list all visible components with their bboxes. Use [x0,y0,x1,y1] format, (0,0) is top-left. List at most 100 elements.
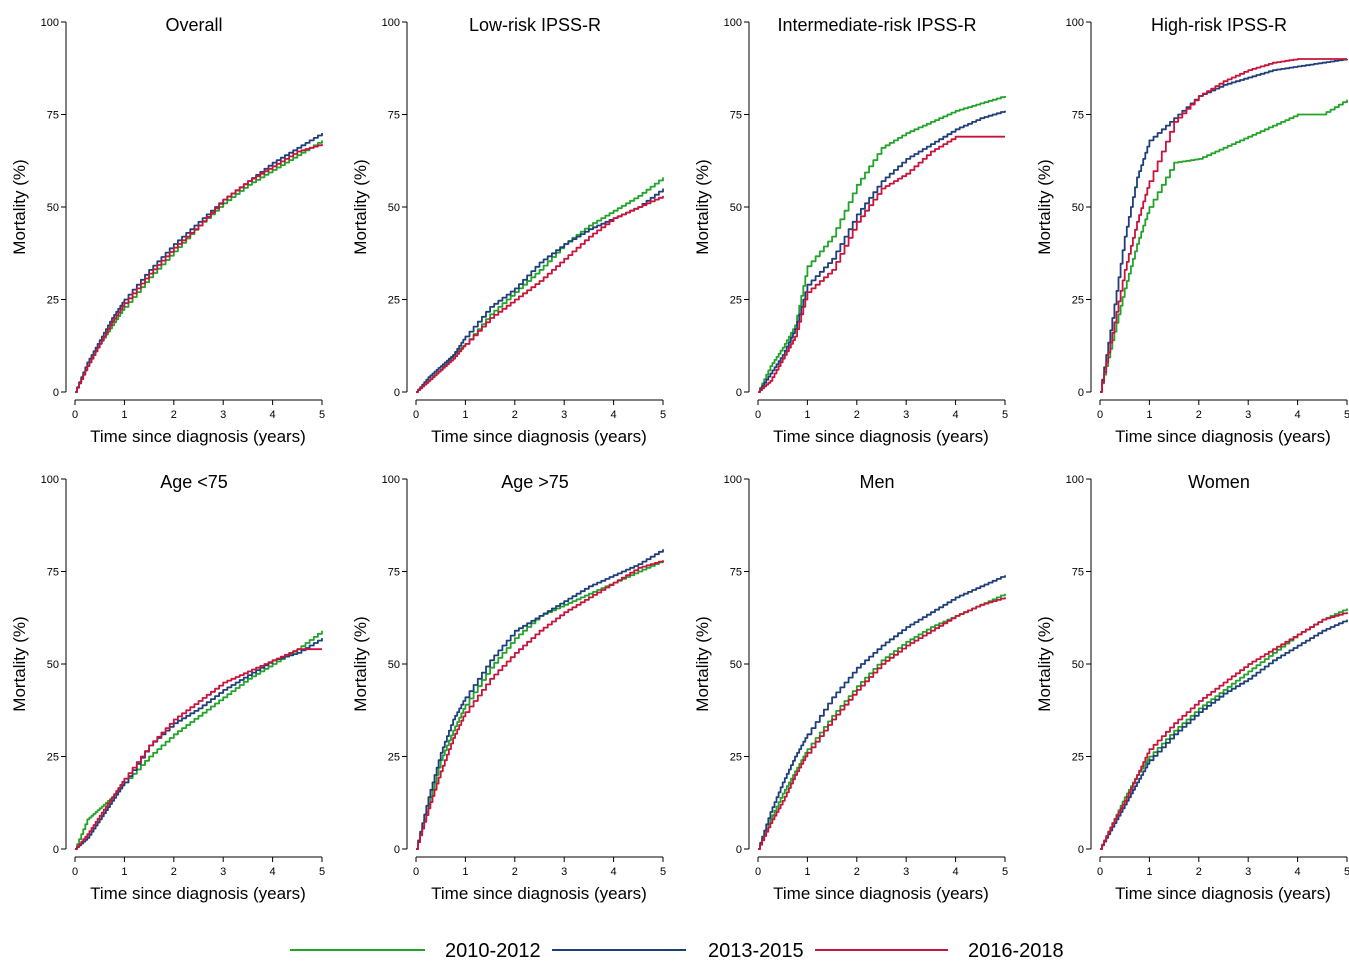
panel-title: Intermediate-risk IPSS-R [777,15,976,35]
x-tick-label: 2 [854,866,860,878]
y-tick-label: 100 [41,17,59,29]
series-line-2016-2018 [416,560,664,850]
series-line-2016-2018 [758,135,1005,393]
x-tick-label: 0 [413,409,419,421]
series-line-2016-2018 [75,648,322,850]
legend-label: 2016-2018 [968,940,1064,962]
y-axis-label: Mortality (%) [1035,159,1054,254]
legend-item-2013-2015: 2013-2015 [552,940,804,962]
y-tick-label: 0 [53,387,59,399]
y-tick-label: 25 [730,295,742,307]
y-tick-label: 50 [730,659,742,671]
panel-women: Women 0 25 50 75 100 0 1 2 3 4 5 Time since diagnosi… [1035,472,1349,903]
x-tick-label: 5 [1002,409,1008,421]
panel-title: High-risk IPSS-R [1151,15,1287,35]
x-tick-label: 2 [512,866,518,878]
y-tick-label: 75 [730,110,742,122]
y-tick-label: 100 [1066,17,1084,29]
panel-low-risk-ipss-r: Low-risk IPSS-R 0 25 50 75 100 0 1 2 3 4 5 Time sinc… [351,15,666,446]
y-tick-label: 100 [382,474,400,486]
y-tick-label: 0 [53,844,59,856]
x-tick-label: 4 [953,409,959,421]
y-axis-label: Mortality (%) [351,159,370,254]
x-tick-label: 5 [1344,866,1349,878]
panel-title: Low-risk IPSS-R [469,15,601,35]
y-tick-label: 25 [1072,752,1084,764]
series-line-2010-2012 [75,630,323,850]
series-line-2013-2015 [75,638,323,850]
panel-men: Men 0 25 50 75 100 0 1 2 3 4 5 Time since diagnosis … [693,472,1008,903]
y-axis-label: Mortality (%) [10,159,29,254]
panel-title: Overall [165,15,222,35]
series-line-2013-2015 [758,110,1006,393]
x-tick-label: 1 [121,866,127,878]
y-tick-label: 25 [730,752,742,764]
panel-title: Age >75 [501,472,569,492]
x-tick-label: 3 [1245,866,1251,878]
y-tick-label: 25 [47,752,59,764]
x-axis-label: Time since diagnosis (years) [431,427,647,446]
x-tick-label: 2 [1196,409,1202,421]
y-tick-label: 0 [736,844,742,856]
y-tick-label: 0 [736,387,742,399]
series-line-2016-2018 [1100,612,1348,850]
x-tick-label: 3 [220,409,226,421]
x-tick-label: 2 [171,409,177,421]
y-tick-label: 50 [1072,659,1084,671]
x-axis-label: Time since diagnosis (years) [90,884,306,903]
x-tick-label: 0 [755,409,761,421]
series-line-2013-2015 [75,133,323,393]
x-tick-label: 0 [413,866,419,878]
y-tick-label: 75 [1072,567,1084,579]
y-tick-label: 0 [394,844,400,856]
y-tick-label: 50 [730,202,742,214]
series-line-2010-2012 [758,593,1006,850]
x-tick-label: 1 [121,409,127,421]
y-tick-label: 75 [388,110,400,122]
y-tick-label: 25 [1072,295,1084,307]
y-tick-label: 75 [47,110,59,122]
x-tick-label: 4 [611,409,617,421]
panel-title: Men [859,472,894,492]
y-axis-label: Mortality (%) [693,159,712,254]
y-tick-label: 50 [47,659,59,671]
y-tick-label: 0 [1078,387,1084,399]
panel-age-75: Age <75 0 25 50 75 100 0 1 2 3 4 5 Time since diagno… [10,472,325,903]
x-tick-label: 3 [220,866,226,878]
series-line-2010-2012 [75,140,323,393]
y-tick-label: 75 [1072,110,1084,122]
x-tick-label: 3 [561,409,567,421]
x-tick-label: 1 [1146,409,1152,421]
series-line-2016-2018 [758,597,1006,850]
series-line-2013-2015 [758,575,1006,850]
y-tick-label: 100 [1066,474,1084,486]
x-tick-label: 5 [1002,866,1008,878]
x-tick-label: 0 [1097,866,1103,878]
x-tick-label: 3 [903,866,909,878]
series-line-2016-2018 [1100,58,1347,393]
x-tick-label: 4 [953,866,959,878]
y-tick-label: 75 [730,567,742,579]
y-tick-label: 100 [724,474,742,486]
y-tick-label: 75 [47,567,59,579]
series-line-2016-2018 [75,144,323,393]
x-tick-label: 1 [804,409,810,421]
panel-age-75: Age >75 0 25 50 75 100 0 1 2 3 4 5 Time since diagno… [351,472,666,903]
y-tick-label: 75 [388,567,400,579]
series-line-2013-2015 [1100,619,1348,850]
series-line-2010-2012 [1100,608,1348,850]
x-tick-label: 2 [171,866,177,878]
x-tick-label: 1 [1146,866,1152,878]
x-axis-label: Time since diagnosis (years) [90,427,306,446]
y-tick-label: 50 [47,202,59,214]
series-line-2010-2012 [416,560,664,850]
y-tick-label: 50 [388,202,400,214]
series-line-2010-2012 [1100,99,1348,393]
y-axis-label: Mortality (%) [10,616,29,711]
panel-overall: Overall 0 25 50 75 100 0 1 2 3 4 5 Time since diagno… [10,15,325,446]
x-tick-label: 1 [462,409,468,421]
panel-title: Women [1188,472,1250,492]
series-line-2013-2015 [416,549,664,850]
